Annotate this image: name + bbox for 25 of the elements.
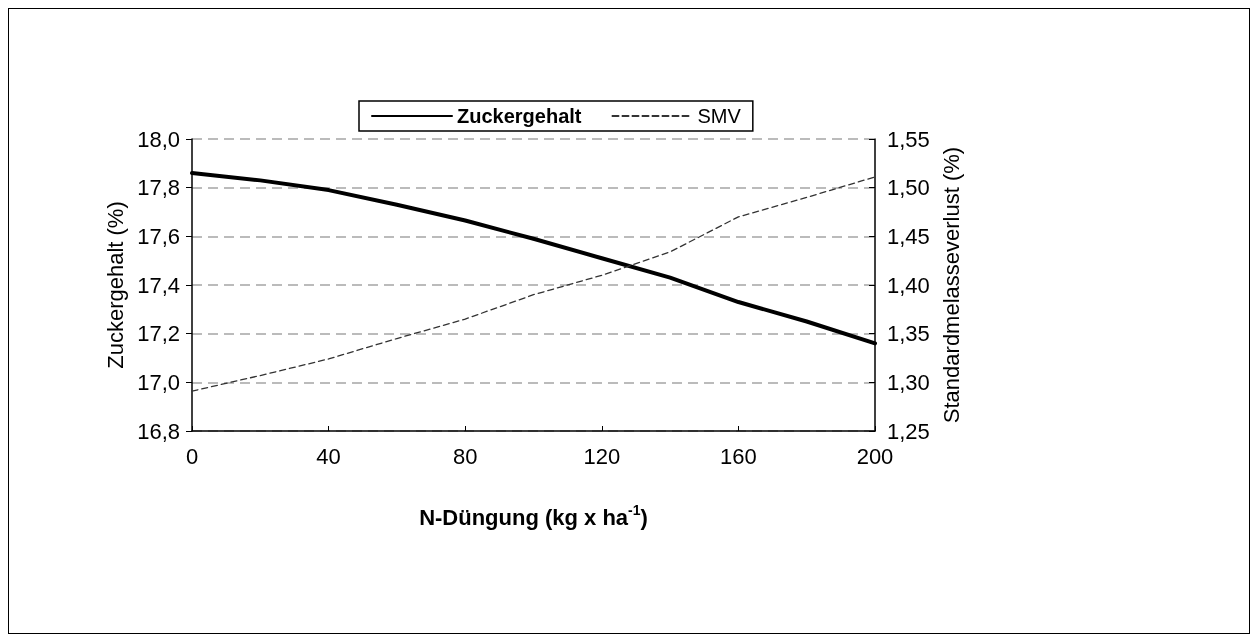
x-tick-label: 120 [583,443,621,469]
y-tick-label: 17,8 [137,175,180,201]
x-tick-label: 80 [452,443,478,469]
y-axis-title: Zuckergehalt (%) [102,201,128,369]
y-tick-label: 17,4 [137,272,180,298]
y2-axis-title: Standardmelasseverlust (%) [939,146,965,424]
y2-tick-label: 1,30 [887,369,930,395]
y2-tick-label: 1,40 [887,272,930,298]
y2-tick-label: 1,25 [887,418,930,444]
y2-tick-label: 1,50 [887,175,930,201]
y2-tick-label: 1,35 [887,321,930,347]
x-tick-label: 160 [720,443,757,469]
y-tick-label: 17,2 [137,321,180,347]
x-tick-label: 40 [316,443,341,469]
y-tick-label: 18,0 [137,126,180,152]
x-tick-label: 200 [856,443,894,469]
y2-tick-label: 1,45 [887,223,930,249]
y-tick-label: 17,6 [137,223,180,249]
line-series [191,176,876,392]
y-tick-label: 16,8 [137,418,180,444]
legend-label: SMV [697,105,742,127]
legend-label: Zuckergehalt [457,105,582,127]
x-tick-label: 0 [185,443,199,469]
y2-tick-label: 1,55 [887,126,930,152]
y-tick-label: 17,0 [137,369,180,395]
